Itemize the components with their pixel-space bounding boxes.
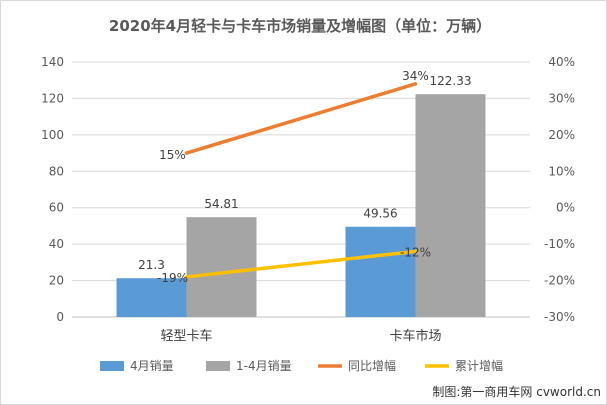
left-tick-label: 140 — [41, 55, 64, 69]
bar — [345, 226, 416, 317]
right-tick-label: 20% — [548, 128, 575, 142]
left-tick-label: 0 — [56, 310, 64, 324]
right-tick-label: -30% — [544, 310, 575, 324]
legend-swatch — [206, 361, 230, 371]
right-tick-label: -10% — [544, 237, 575, 251]
legend-label: 1-4月销量 — [236, 359, 292, 373]
left-tick-label: 100 — [41, 128, 64, 142]
left-tick-label: 60 — [49, 201, 64, 215]
line-value-label: 15% — [159, 148, 186, 162]
chart-title: 2020年4月轻卡与卡车市场销量及增幅图（单位：万辆） — [109, 17, 491, 35]
legend: 4月销量 1-4月销量 同比增幅 累计增幅 — [100, 358, 503, 373]
category-labels: 轻型卡车 卡车市场 — [160, 328, 441, 344]
right-tick-label: 0% — [556, 201, 575, 215]
category-label: 轻型卡车 — [160, 328, 212, 344]
legend-label: 4月销量 — [130, 359, 174, 373]
right-axis-ticks: -30% -20% -10% 0% 10% 20% 30% 40% — [544, 55, 575, 324]
legend-label: 同比增幅 — [348, 358, 396, 373]
bar — [415, 94, 486, 317]
credit-text: 制图:第一商用车网 cvworld.cn — [432, 384, 601, 399]
right-tick-label: 30% — [548, 91, 575, 105]
right-tick-label: 40% — [548, 55, 575, 69]
left-axis-ticks: 0 20 40 60 80 100 120 140 — [41, 55, 64, 324]
series-lines — [184, 82, 418, 279]
data-labels: 21.3 54.81 49.56 122.33 15% 34% -19% -12% — [138, 69, 471, 285]
line-value-label: 34% — [402, 69, 429, 83]
bar-value-label: 49.56 — [363, 207, 397, 221]
bar-value-label: 122.33 — [430, 74, 472, 88]
legend-swatch — [100, 361, 124, 371]
bar — [186, 217, 257, 317]
series-line — [184, 82, 418, 155]
category-label: 卡车市场 — [389, 328, 441, 344]
left-tick-label: 20 — [49, 274, 64, 288]
legend-label: 累计增幅 — [455, 358, 503, 373]
left-tick-label: 80 — [49, 164, 64, 178]
line-value-label: -12% — [400, 245, 431, 259]
bar-value-label: 54.81 — [204, 197, 238, 211]
bar-value-label: 21.3 — [138, 258, 165, 272]
bar — [116, 278, 187, 317]
right-tick-label: 10% — [548, 164, 575, 178]
left-tick-label: 40 — [49, 237, 64, 251]
line-value-label: -19% — [157, 271, 188, 285]
bars — [116, 94, 486, 317]
series-line — [184, 249, 418, 279]
left-tick-label: 120 — [41, 91, 64, 105]
right-tick-label: -20% — [544, 274, 575, 288]
